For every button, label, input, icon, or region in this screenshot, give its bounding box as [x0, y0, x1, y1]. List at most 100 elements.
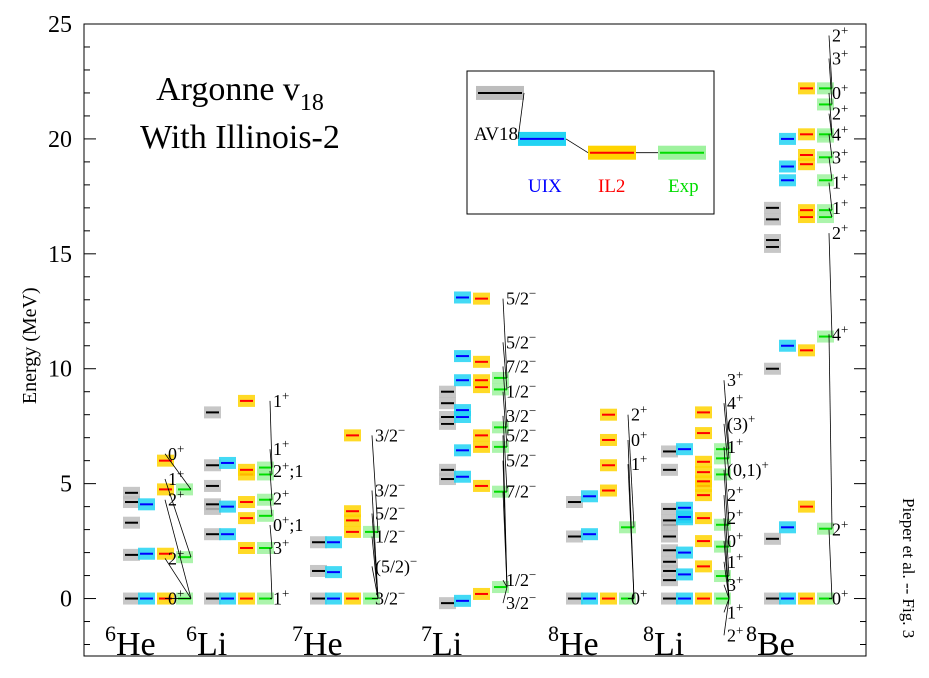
level-label: 2+: [273, 486, 289, 509]
legend-connector: [517, 92, 525, 139]
label-leader: [627, 464, 635, 599]
label-leader: [502, 491, 508, 588]
label-leader: [723, 584, 730, 599]
nucleus-label: 7He: [292, 621, 343, 663]
label-leader: [164, 558, 192, 599]
legend-label: IL2: [598, 176, 625, 197]
nucleus-label: 8He: [548, 621, 599, 663]
label-leader: [828, 157, 833, 181]
label-leader: [164, 478, 192, 558]
level-label: 3+: [832, 144, 848, 167]
level-label: 1/2−: [506, 567, 536, 590]
label-leader: [828, 182, 833, 211]
level-label: 1+: [727, 434, 743, 457]
label-leader: [371, 536, 379, 599]
label-leader: [371, 566, 379, 599]
level-label: 2+: [832, 517, 848, 540]
level-label: 3/2−: [375, 586, 405, 609]
level-label: 5/2−: [375, 501, 405, 524]
chart-title: Argonne v18: [156, 71, 324, 116]
level-label: 2+: [832, 220, 848, 243]
level-label: 0+: [832, 586, 848, 609]
label-leader: [828, 35, 833, 89]
nucleus-label: 8Be: [746, 621, 795, 663]
label-leader: [723, 469, 730, 547]
level-label: 1+: [168, 466, 184, 489]
level-label: 2+: [832, 101, 848, 124]
label-leader: [502, 415, 508, 492]
nucleus-label: 6Li: [186, 621, 227, 663]
label-leader: [269, 547, 273, 599]
figure-caption: Pieper et al. -- Fig. 3: [899, 498, 918, 639]
chart-subtitle: With Illinois-2: [140, 119, 340, 156]
label-leader: [502, 342, 508, 390]
nucleus-label: 6He: [105, 621, 156, 663]
level-label: 2+: [168, 545, 184, 568]
label-leader: [828, 134, 833, 158]
level-label: 7/2−: [506, 353, 536, 376]
level-label: 1/2−: [506, 379, 536, 402]
level-label: 3/2−: [506, 590, 536, 613]
level-label: 2+;1: [273, 458, 303, 481]
level-label: 0+: [168, 586, 184, 609]
level-label: 1+: [273, 436, 289, 459]
level-label: 3+: [727, 572, 743, 595]
label-leader: [723, 598, 730, 636]
label-leader: [164, 499, 192, 599]
label-leader: [828, 233, 833, 337]
level-label: (5/2)−: [375, 553, 417, 577]
level-label: 4+: [832, 321, 848, 344]
label-leader: [723, 446, 730, 525]
label-leader: [269, 498, 273, 516]
level-label: 1+: [727, 549, 743, 572]
label-leader: [723, 403, 730, 459]
label-leader: [723, 380, 730, 450]
level-label: 1/2−: [375, 523, 405, 546]
level-label: 5/2−: [506, 448, 536, 471]
legend-label: UIX: [528, 176, 562, 197]
legend-label: Exp: [668, 176, 699, 197]
label-leader: [828, 113, 833, 137]
y-tick-label: 0: [60, 587, 72, 613]
label-leader: [828, 529, 833, 599]
label-leader: [828, 207, 833, 218]
level-label: 1+: [631, 451, 647, 474]
level-label: 1+: [727, 599, 743, 622]
label-leader: [502, 391, 508, 447]
level-label: 3/2−: [375, 422, 405, 445]
level-label: 7/2−: [506, 479, 536, 502]
label-leader: [723, 495, 730, 577]
level-label: 1+: [832, 195, 848, 218]
level-label: 0+: [631, 586, 647, 609]
label-leader: [502, 366, 508, 428]
label-leader: [828, 334, 833, 529]
label-leader: [164, 453, 192, 490]
level-label: 0+;1: [273, 512, 303, 535]
level-label: 3+: [273, 535, 289, 558]
label-leader: [828, 92, 833, 135]
label-leader: [502, 579, 508, 588]
level-label: (0,1)+: [727, 457, 769, 481]
level-label: 2+: [727, 505, 743, 528]
label-leader: [502, 586, 508, 604]
legend-label: AV18: [474, 124, 518, 145]
label-leader: [723, 423, 730, 475]
level-label: 3+: [832, 45, 848, 68]
label-leader: [627, 414, 635, 528]
y-tick-label: 5: [60, 472, 72, 498]
level-label: 3+: [727, 367, 743, 390]
y-tick-label: 20: [48, 127, 72, 153]
level-label: 2+: [727, 482, 743, 505]
plot-frame: [83, 23, 867, 657]
level-label: 0+: [727, 528, 743, 551]
level-label: 0+: [832, 80, 848, 103]
level-label: 3/2−: [506, 403, 536, 426]
legend-connector: [565, 138, 589, 154]
level-label: 1+: [832, 170, 848, 193]
label-leader: [269, 470, 273, 500]
level-label: 2+: [168, 487, 184, 510]
level-label: 5/2−: [506, 329, 536, 352]
level-label: 1+: [273, 388, 289, 411]
level-label: 3/2−: [375, 478, 405, 501]
